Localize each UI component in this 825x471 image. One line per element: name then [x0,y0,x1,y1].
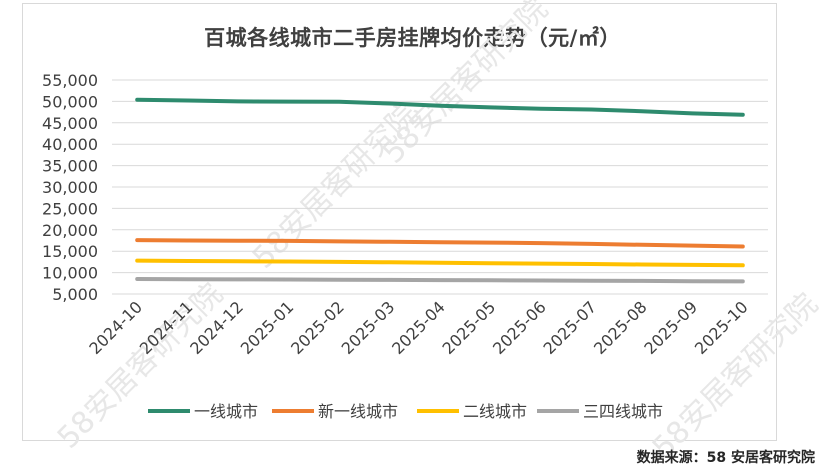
y-tick-label: 45,000 [42,114,98,133]
x-tick-label: 2025-07 [540,297,601,358]
x-tick-label: 2025-05 [439,297,500,358]
x-tick-label: 2025-09 [640,297,701,358]
legend-label: 二线城市 [463,402,527,421]
y-tick-label: 40,000 [42,135,98,154]
watermark-text: 58安居客研究院 [376,0,555,171]
y-tick-label: 50,000 [42,92,98,111]
x-tick-label: 2025-03 [338,297,399,358]
y-tick-label: 30,000 [42,178,98,197]
y-tick-label: 55,000 [42,71,98,90]
x-tick-label: 2025-06 [489,297,550,358]
x-tick-label: 2025-02 [287,297,348,358]
x-tick-label: 2025-04 [388,297,449,358]
series-line-3 [135,277,745,284]
source-note: 数据来源：58 安居客研究院 [636,450,815,466]
y-tick-label: 35,000 [42,157,98,176]
y-tick-label: 25,000 [42,199,98,218]
x-tick-label: 2025-01 [237,297,298,358]
series-line-0 [135,97,745,117]
legend-label: 新一线城市 [318,402,398,421]
series-line-1 [135,238,745,249]
y-tick-label: 20,000 [42,221,98,240]
chart-panel [22,3,777,441]
y-tick-label: 15,000 [42,242,98,261]
y-tick-label: 5,000 [52,285,98,304]
legend-label: 三四线城市 [583,402,663,421]
legend-label: 一线城市 [194,402,258,421]
series-line-2 [135,258,745,268]
chart-title: 百城各线城市二手房挂牌均价走势（元/㎡） [204,26,621,50]
y-tick-label: 10,000 [42,264,98,283]
x-tick-label: 2025-08 [590,297,651,358]
